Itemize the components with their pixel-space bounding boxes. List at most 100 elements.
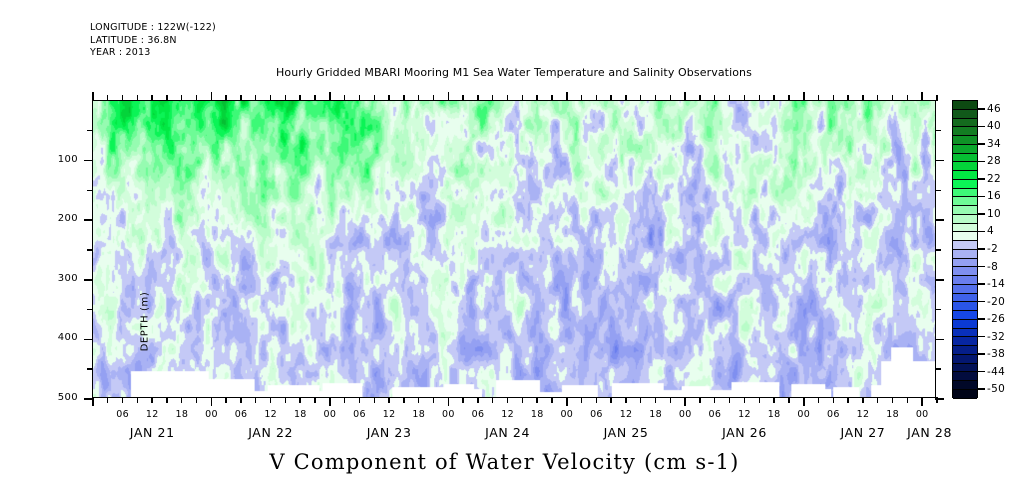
colorbar-band bbox=[953, 241, 977, 250]
x-tick-minor bbox=[817, 397, 820, 403]
x-tick-major bbox=[802, 397, 805, 406]
x-tick-hour-label: 06 bbox=[234, 409, 248, 420]
x-tick-minor-top bbox=[388, 95, 390, 101]
x-tick-major bbox=[210, 397, 213, 406]
x-tick-minor bbox=[625, 397, 627, 403]
y-tick-minor-right bbox=[935, 249, 941, 251]
x-tick-minor-top bbox=[343, 95, 346, 101]
x-tick-minor bbox=[936, 397, 938, 403]
colorbar-tick bbox=[978, 265, 985, 268]
colorbar-band bbox=[953, 267, 977, 276]
x-tick-major-top bbox=[210, 92, 213, 101]
colorbar-band bbox=[953, 188, 977, 198]
colorbar-band bbox=[953, 153, 977, 163]
colorbar-tick-label: -2 bbox=[987, 243, 999, 255]
colorbar-band bbox=[953, 363, 977, 373]
x-tick-hour-label: 12 bbox=[501, 409, 514, 420]
y-tick-major-right bbox=[935, 219, 944, 221]
x-tick-hour-label: 06 bbox=[471, 409, 485, 420]
x-tick-minor bbox=[491, 397, 494, 403]
colorbar-band bbox=[953, 136, 977, 145]
colorbar-band bbox=[953, 337, 977, 346]
y-tick-label: 300 bbox=[57, 272, 78, 284]
colorbar-band bbox=[953, 197, 977, 206]
colorbar-tick-label: -44 bbox=[987, 365, 1006, 378]
colorbar-band bbox=[953, 127, 977, 136]
x-axis-day-label: JAN 24 bbox=[485, 425, 531, 440]
colorbar-band bbox=[953, 284, 977, 294]
x-tick-hour-label: 12 bbox=[619, 409, 633, 420]
x-tick-minor-top bbox=[536, 95, 538, 101]
x-tick-hour-label: 18 bbox=[412, 409, 426, 420]
x-tick-minor bbox=[773, 397, 775, 403]
x-tick-minor bbox=[107, 397, 109, 403]
x-tick-minor-top bbox=[269, 95, 272, 101]
x-tick-minor bbox=[343, 397, 346, 403]
x-tick-hour-label: 00 bbox=[442, 409, 455, 420]
x-tick-major bbox=[921, 397, 923, 406]
colorbar-tick bbox=[978, 318, 985, 320]
y-tick-minor bbox=[87, 249, 93, 251]
x-tick-minor bbox=[255, 397, 257, 403]
x-tick-major-top bbox=[447, 92, 450, 101]
x-tick-minor-top bbox=[358, 95, 361, 101]
x-tick-minor bbox=[166, 397, 168, 403]
x-tick-minor bbox=[417, 397, 420, 403]
x-tick-hour-label: 18 bbox=[767, 409, 781, 420]
x-tick-minor bbox=[269, 397, 272, 403]
x-tick-minor bbox=[462, 397, 464, 403]
x-tick-minor-top bbox=[166, 95, 168, 101]
y-tick-minor-right bbox=[935, 189, 941, 191]
x-tick-minor-top bbox=[506, 95, 509, 101]
x-tick-minor-top bbox=[551, 95, 553, 101]
x-tick-hour-label: 12 bbox=[145, 409, 159, 420]
colorbar-tick bbox=[978, 108, 985, 110]
x-tick-hour-label: 06 bbox=[353, 409, 366, 420]
colorbar-tick bbox=[978, 370, 985, 373]
y-tick-minor bbox=[87, 368, 93, 370]
colorbar-band bbox=[953, 311, 977, 320]
colorbar-band bbox=[953, 372, 977, 381]
x-tick-minor bbox=[580, 397, 583, 403]
x-tick-minor-top bbox=[610, 95, 612, 101]
y-tick-label: 500 bbox=[57, 392, 78, 403]
colorbar-tick-label: -20 bbox=[987, 295, 1006, 308]
x-tick-major-top bbox=[329, 92, 331, 101]
colorbar-tick-label: 16 bbox=[987, 190, 1001, 203]
colorbar-tick bbox=[978, 353, 985, 355]
x-tick-major-top bbox=[921, 92, 923, 101]
colorbar-tick bbox=[978, 143, 985, 145]
colorbar-tick bbox=[978, 248, 985, 250]
x-tick-major-top bbox=[802, 92, 805, 101]
x-tick-minor-top bbox=[477, 95, 479, 101]
x-tick-minor-top bbox=[462, 95, 464, 101]
x-tick-hour-label: 00 bbox=[797, 409, 811, 420]
colorbar-band bbox=[953, 171, 977, 180]
x-tick-minor-top bbox=[432, 95, 435, 101]
x-tick-minor bbox=[876, 397, 879, 403]
x-tick-major bbox=[329, 397, 331, 406]
colorbar-band bbox=[953, 276, 977, 285]
x-tick-minor-top bbox=[195, 95, 198, 101]
x-tick-minor-top bbox=[403, 95, 405, 101]
x-tick-hour-label: 18 bbox=[293, 409, 307, 420]
y-tick-label: 100 bbox=[57, 153, 78, 165]
x-tick-minor-top bbox=[299, 95, 301, 101]
colorbar-band bbox=[953, 319, 977, 329]
y-tick-minor bbox=[87, 130, 93, 132]
x-tick-hour-label: 06 bbox=[590, 409, 603, 420]
y-tick-major bbox=[84, 219, 93, 221]
colorbar: 46 40 34 28 22 16 10 4 -2 -8 -14 -20 -26 -32 -38 -44 -50 bbox=[952, 100, 1005, 399]
colorbar-tick-label: -8 bbox=[987, 260, 999, 273]
x-tick-hour-label: 00 bbox=[915, 409, 929, 420]
colorbar-tick-label: -32 bbox=[987, 330, 1006, 343]
colorbar-band bbox=[953, 354, 977, 364]
x-tick-major bbox=[92, 397, 94, 406]
x-axis-day-label: JAN 28 bbox=[907, 425, 953, 440]
x-tick-minor bbox=[788, 397, 790, 403]
x-tick-hour-label: 18 bbox=[530, 409, 544, 420]
x-tick-minor-top bbox=[832, 95, 834, 101]
x-tick-hour-label: 18 bbox=[886, 409, 899, 420]
colorbar-tick-label: -50 bbox=[987, 383, 1006, 396]
x-axis-day-label: JAN 26 bbox=[722, 425, 767, 440]
